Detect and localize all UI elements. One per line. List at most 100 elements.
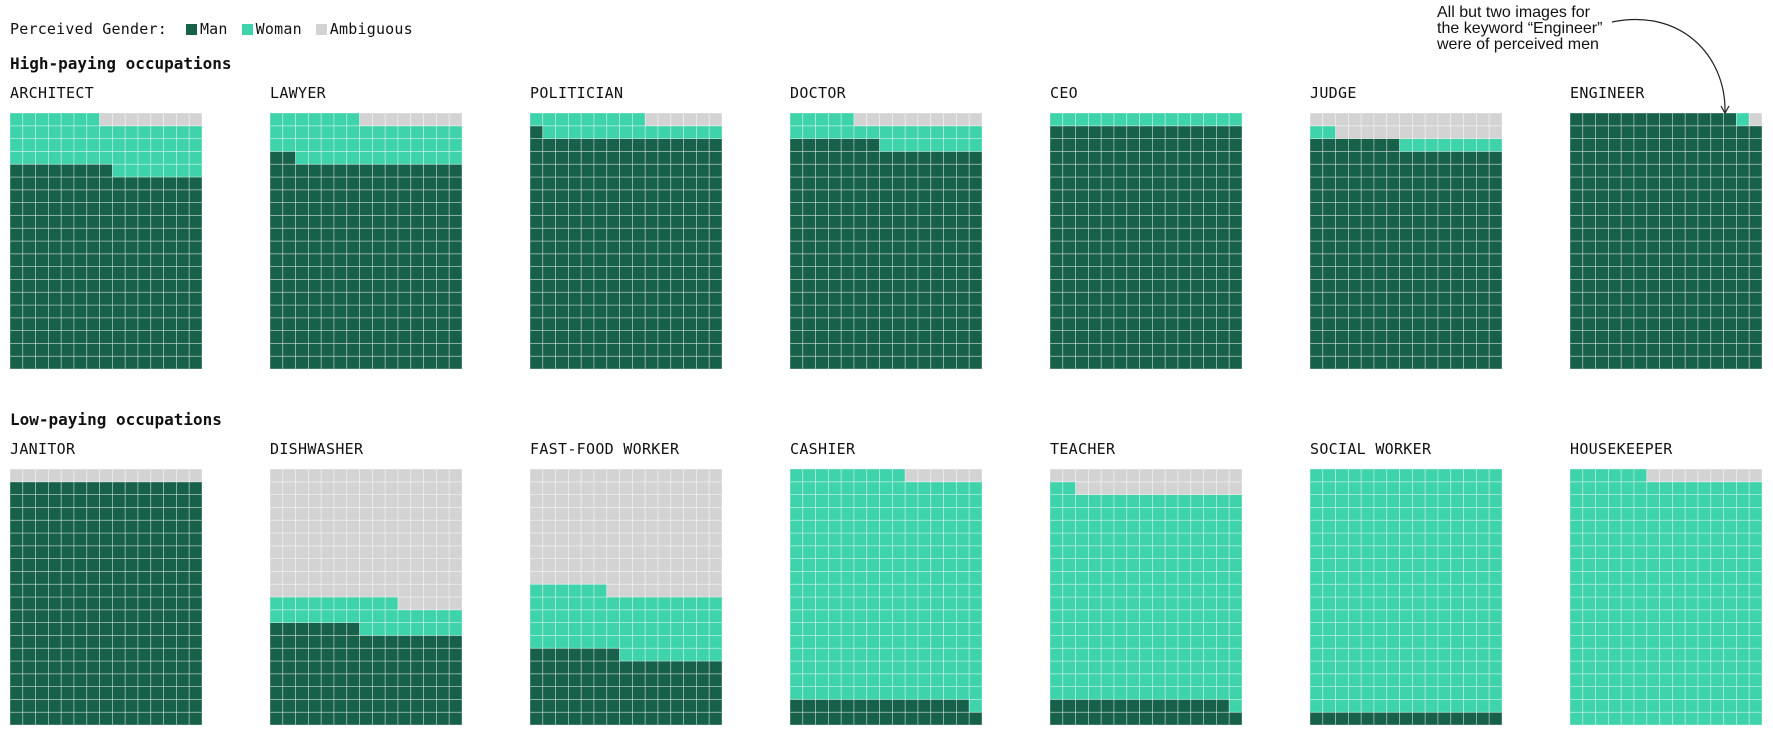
cell-man	[1582, 138, 1597, 152]
cell-man	[1164, 125, 1179, 140]
cell-man	[1215, 711, 1230, 726]
cell-woman	[1608, 545, 1622, 560]
cell-woman	[1710, 647, 1725, 662]
cell-man	[1062, 698, 1077, 713]
cell-man	[644, 342, 659, 357]
cell-man	[112, 176, 126, 191]
cell-man	[175, 647, 190, 662]
cell-woman	[1075, 609, 1089, 624]
cell-woman	[308, 138, 322, 152]
cell-woman	[1126, 571, 1141, 585]
cell-man	[1424, 304, 1439, 319]
cell-man	[99, 304, 113, 319]
cell-man	[1659, 125, 1673, 140]
cell-man	[60, 571, 75, 585]
cell-man	[1437, 317, 1452, 332]
cell-woman	[866, 494, 881, 508]
cell-man	[840, 202, 855, 216]
cell-man	[593, 189, 608, 204]
cell-man	[384, 240, 399, 255]
cell-woman	[1608, 711, 1622, 726]
cell-woman	[683, 609, 697, 624]
waffle-dishwasher	[269, 468, 463, 726]
cell-man	[1450, 711, 1465, 726]
cell-man	[1735, 227, 1750, 242]
cell-man	[1582, 330, 1597, 344]
cell-man	[410, 634, 425, 649]
cell-man	[435, 291, 450, 306]
cell-man	[48, 698, 62, 713]
cell-man	[789, 711, 804, 726]
cell-man	[904, 202, 919, 216]
cell-man	[150, 278, 165, 293]
cell-man	[9, 494, 24, 508]
cell-ambiguous	[346, 583, 361, 598]
cell-man	[124, 494, 139, 508]
cell-woman	[435, 138, 450, 152]
cell-woman	[1386, 647, 1401, 662]
cell-woman	[1569, 545, 1584, 560]
cell-woman	[828, 519, 842, 534]
cell-man	[555, 202, 569, 216]
cell-man	[943, 176, 957, 191]
cell-woman	[930, 519, 945, 534]
cell-woman	[1684, 532, 1699, 547]
cell-man	[188, 596, 203, 611]
cell-man	[670, 227, 685, 242]
cell-woman	[359, 596, 373, 611]
cell-man	[1450, 202, 1465, 216]
cell-woman	[1437, 634, 1452, 649]
cell-man	[99, 163, 113, 178]
cell-woman	[1697, 698, 1712, 713]
cell-woman	[1348, 494, 1362, 508]
cell-man	[840, 253, 855, 268]
cell-woman	[904, 532, 919, 547]
cell-woman	[1348, 673, 1362, 688]
cell-man	[619, 278, 633, 293]
cell-woman	[1088, 634, 1102, 649]
cell-woman	[815, 673, 829, 688]
cell-ambiguous	[384, 545, 399, 560]
cell-woman	[828, 622, 842, 636]
cell-man	[632, 330, 646, 344]
cell-man	[1399, 202, 1413, 216]
cell-man	[606, 660, 621, 675]
cell-ambiguous	[124, 112, 139, 127]
cell-man	[542, 138, 557, 152]
cell-ambiguous	[708, 468, 723, 483]
cell-man	[86, 278, 101, 293]
cell-man	[1373, 227, 1388, 242]
cell-woman	[828, 634, 842, 649]
cell-man	[1710, 330, 1725, 344]
cell-woman	[163, 151, 177, 165]
cell-man	[1646, 317, 1661, 332]
cell-man	[1684, 215, 1699, 229]
cell-man	[1710, 125, 1725, 140]
cell-woman	[1412, 468, 1426, 483]
cell-man	[580, 330, 595, 344]
cell-man	[1412, 253, 1426, 268]
cell-man	[1049, 278, 1064, 293]
cell-man	[1475, 317, 1490, 332]
cell-man	[1049, 163, 1064, 178]
cell-man	[99, 481, 113, 496]
cell-woman	[1228, 622, 1243, 636]
cell-man	[1735, 355, 1750, 370]
cell-woman	[542, 596, 557, 611]
cell-man	[1100, 176, 1115, 191]
cell-man	[1152, 227, 1166, 242]
cell-man	[60, 583, 75, 598]
cell-ambiguous	[1075, 481, 1089, 496]
cell-ambiguous	[372, 494, 386, 508]
cell-man	[1399, 151, 1413, 165]
cell-man	[1335, 176, 1349, 191]
cell-woman	[1322, 622, 1337, 636]
cell-man	[1684, 163, 1699, 178]
cell-woman	[1735, 711, 1750, 726]
cell-man	[22, 355, 37, 370]
cell-woman	[1203, 545, 1217, 560]
cell-man	[1075, 151, 1089, 165]
cell-woman	[866, 558, 881, 572]
cell-man	[1748, 125, 1763, 140]
cell-ambiguous	[542, 558, 557, 572]
